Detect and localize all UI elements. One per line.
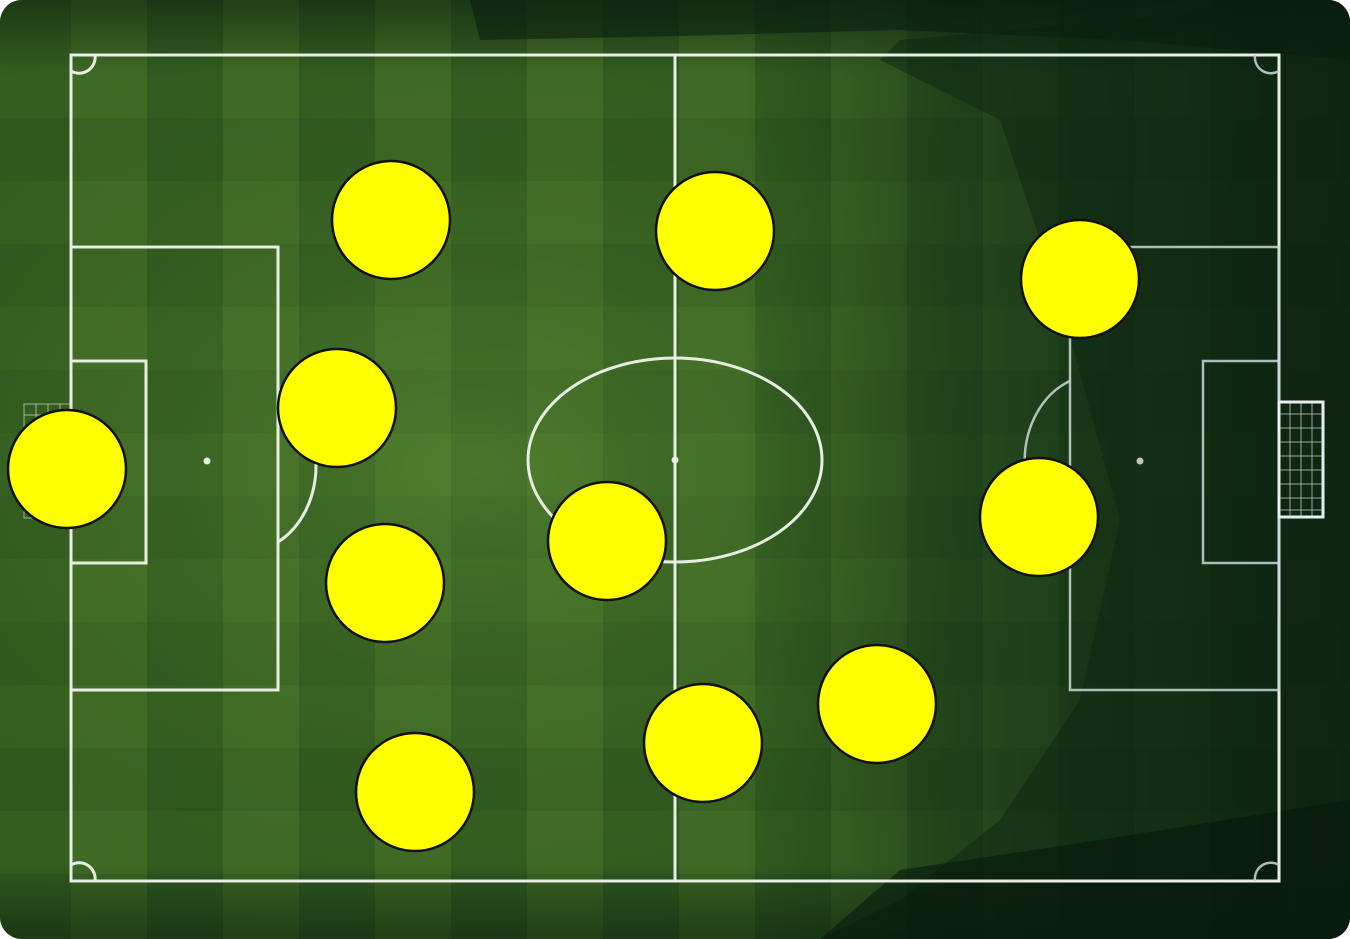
player-token[interactable]	[642, 682, 764, 804]
corner-arc-top-left	[70, 54, 97, 75]
player-token[interactable]	[354, 731, 476, 853]
player-token[interactable]	[276, 347, 398, 469]
player-token[interactable]	[330, 159, 452, 281]
player-token[interactable]	[654, 170, 776, 292]
player-token[interactable]	[546, 480, 668, 602]
pitch-markings	[23, 53, 1325, 883]
player-token[interactable]	[816, 643, 938, 765]
right-penalty-spot	[1136, 457, 1144, 465]
corner-arc-bottom-right	[1253, 861, 1280, 882]
player-token[interactable]	[978, 456, 1100, 578]
right-goal	[1277, 400, 1325, 519]
left-penalty-spot	[203, 457, 211, 465]
corner-arc-bottom-left	[70, 861, 97, 882]
player-tokens	[6, 159, 1141, 853]
player-token[interactable]	[6, 408, 128, 530]
player-token[interactable]	[324, 522, 446, 644]
corner-arc-top-right	[1253, 54, 1280, 75]
center-circle	[526, 356, 824, 564]
center-spot	[671, 456, 679, 464]
player-token[interactable]	[1019, 218, 1141, 340]
